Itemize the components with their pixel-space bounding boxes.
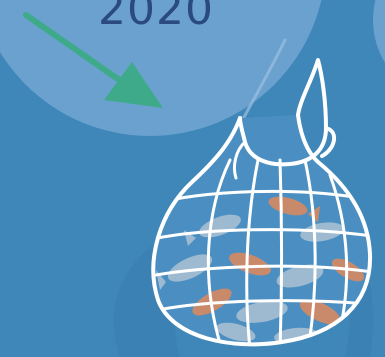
side-bubble [373,0,385,63]
year-label: 2020 [98,0,214,35]
year-bubble [0,0,322,136]
down-right-arrow-icon [23,12,163,108]
fishing-net-with-fish-icon [151,38,373,347]
